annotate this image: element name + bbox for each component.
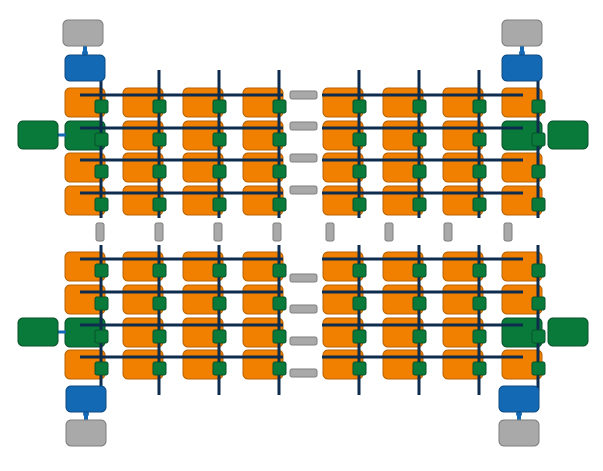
router-node <box>412 361 427 376</box>
router-node <box>152 296 167 311</box>
router-node <box>472 99 487 114</box>
router-node <box>94 132 109 147</box>
bridge-link-horizontal <box>289 304 318 314</box>
router-node <box>272 361 287 376</box>
router-node <box>272 197 287 212</box>
router-node <box>94 263 109 278</box>
router-node <box>212 329 227 344</box>
dram-block <box>62 19 104 47</box>
router-node <box>94 361 109 376</box>
router-node <box>152 132 167 147</box>
peripherals-layer <box>17 19 589 447</box>
router-node <box>472 329 487 344</box>
dram-block <box>498 419 540 447</box>
router-node <box>212 132 227 147</box>
router-node <box>472 132 487 147</box>
bridge-link-vertical <box>443 222 453 242</box>
bridge-link-vertical <box>325 222 335 242</box>
router-node <box>531 99 546 114</box>
router-node <box>352 361 367 376</box>
router-node <box>152 197 167 212</box>
router-node <box>212 296 227 311</box>
router-node <box>531 263 546 278</box>
router-node <box>531 361 546 376</box>
bridge-link-vertical <box>213 222 223 242</box>
router-node <box>472 361 487 376</box>
router-node <box>472 164 487 179</box>
bridge-link-vertical <box>503 222 513 242</box>
router-node <box>352 296 367 311</box>
router-node <box>352 263 367 278</box>
routers-layer <box>94 99 546 376</box>
bridge-link-horizontal <box>289 121 318 131</box>
router-node <box>152 164 167 179</box>
router-node <box>212 361 227 376</box>
router-node <box>272 263 287 278</box>
bridges-layer <box>95 90 513 378</box>
bridge-link-vertical <box>272 222 282 242</box>
router-node <box>531 164 546 179</box>
bridge-link-horizontal <box>289 90 318 100</box>
router-node <box>412 197 427 212</box>
bridge-link-vertical <box>154 222 164 242</box>
memory-controller-block <box>64 54 106 82</box>
router-node <box>352 164 367 179</box>
router-node <box>531 132 546 147</box>
router-node <box>94 329 109 344</box>
router-node <box>272 164 287 179</box>
bridge-link-horizontal <box>289 273 318 283</box>
router-node <box>152 263 167 278</box>
router-node <box>152 361 167 376</box>
bridge-link-horizontal <box>289 185 318 195</box>
router-node <box>272 329 287 344</box>
router-node <box>94 164 109 179</box>
router-node <box>152 329 167 344</box>
bridge-link-vertical <box>384 222 394 242</box>
router-node <box>531 296 546 311</box>
bridge-link-horizontal <box>289 336 318 346</box>
memory-controller-block <box>498 385 540 413</box>
dram-block <box>501 19 543 47</box>
bridge-link-horizontal <box>289 153 318 163</box>
router-node <box>94 197 109 212</box>
memory-controller-block <box>65 385 107 413</box>
router-node <box>352 99 367 114</box>
io-block <box>17 120 59 150</box>
router-node <box>94 99 109 114</box>
bridge-link-vertical <box>95 222 105 242</box>
router-node <box>212 263 227 278</box>
router-node <box>412 263 427 278</box>
router-node <box>272 132 287 147</box>
router-node <box>212 164 227 179</box>
router-node <box>412 164 427 179</box>
router-node <box>472 263 487 278</box>
router-node <box>352 329 367 344</box>
router-node <box>94 296 109 311</box>
io-block <box>547 317 589 347</box>
io-block <box>547 120 589 150</box>
cores-layer <box>64 87 543 380</box>
router-node <box>412 99 427 114</box>
router-node <box>412 296 427 311</box>
bridge-link-horizontal <box>289 368 318 378</box>
router-node <box>472 296 487 311</box>
io-block <box>17 317 59 347</box>
router-node <box>352 197 367 212</box>
router-node <box>212 99 227 114</box>
router-node <box>352 132 367 147</box>
router-node <box>272 296 287 311</box>
router-node <box>472 197 487 212</box>
router-node <box>412 132 427 147</box>
dram-block <box>65 419 107 447</box>
router-node <box>531 329 546 344</box>
router-node <box>531 197 546 212</box>
router-node <box>152 99 167 114</box>
router-node <box>412 329 427 344</box>
memory-controller-block <box>501 54 543 82</box>
router-node <box>272 99 287 114</box>
router-node <box>212 197 227 212</box>
